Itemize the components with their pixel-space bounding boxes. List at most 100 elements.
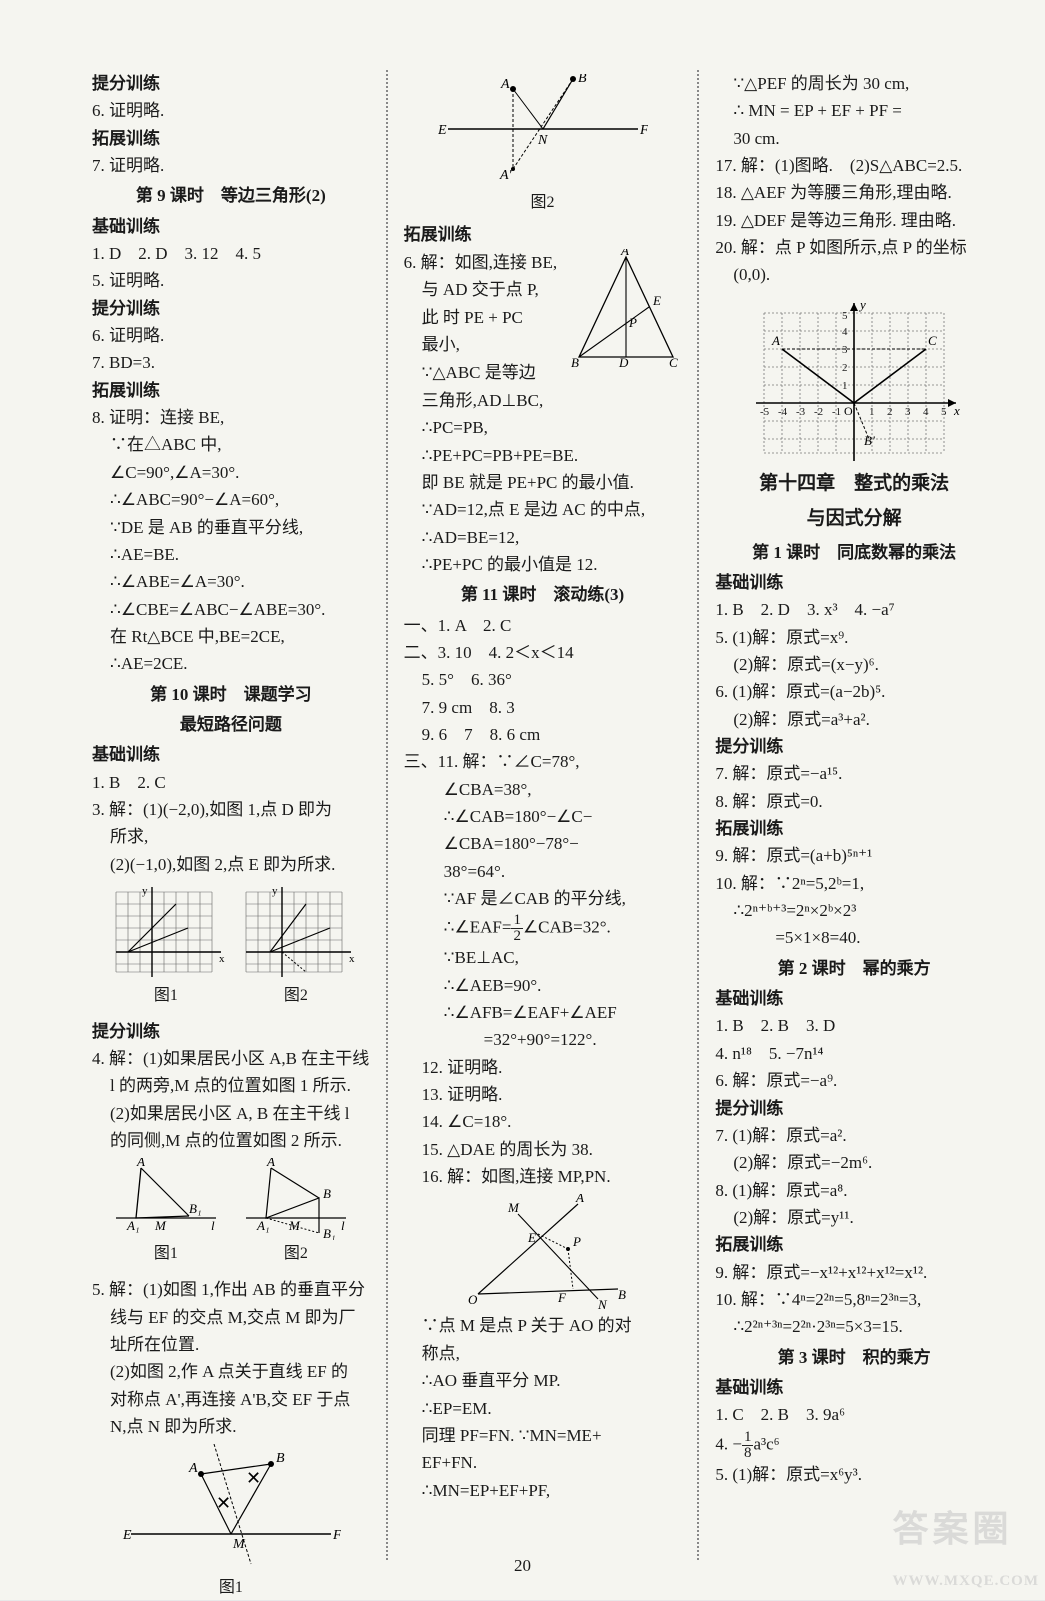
svg-text:A: A — [771, 333, 780, 348]
subhead: 基础训练 — [715, 570, 993, 596]
text-line: ∵AD=12,点 E 是边 AC 的中点, — [404, 497, 682, 523]
text-line: 13. 证明略. — [404, 1082, 682, 1108]
text-line: 称点, — [404, 1341, 682, 1367]
svg-text:l: l — [211, 1218, 215, 1233]
text-line: (2)(−1,0),如图 2,点 E 即为所求. — [92, 852, 370, 878]
text-line: 6. (1)解：原式=(a−2b)⁵. — [715, 679, 993, 705]
text-line: ∴ MN = EP + EF + PF = — [715, 98, 993, 124]
text-line: (2)如图 2,作 A 点关于直线 EF 的 — [92, 1359, 370, 1385]
grid-svg: xy — [106, 882, 226, 982]
text-line: ∴∠ABC=90°−∠A=60°, — [92, 487, 370, 513]
text-line: ∴∠EAF=12∠CAB=32°. — [404, 913, 682, 944]
text-line: (2)解：原式=a³+a². — [715, 707, 993, 733]
text-line: 17. 解：(1)图略. (2)S△ABC=2.5. — [715, 153, 993, 179]
svg-text:4: 4 — [842, 326, 848, 338]
text-line: ∴AE=BE. — [92, 542, 370, 568]
svg-text:-4: -4 — [778, 406, 788, 418]
text-line: 14. ∠C=18°. — [404, 1109, 682, 1135]
svg-text:x: x — [349, 953, 355, 965]
watermark-text: 答案圈 — [893, 1509, 1013, 1549]
text-line: 12. 证明略. — [404, 1055, 682, 1081]
fraction: 18 — [742, 1430, 754, 1461]
chapter-title: 与因式分解 — [715, 504, 993, 533]
svg-text:x: x — [953, 403, 960, 418]
figure-grids: xy 图1 xy — [92, 882, 370, 1015]
figure-label: 图1 — [111, 1242, 221, 1267]
text-line: 4. −18a³c⁶ — [715, 1430, 993, 1461]
svg-text:3: 3 — [905, 406, 911, 418]
text-line: ∴∠ABE=∠A=30°. — [92, 569, 370, 595]
text-line: 1. B 2. B 3. D — [715, 1013, 993, 1039]
text-line: 9. 解：原式=(a+b)⁵ⁿ⁺¹ — [715, 843, 993, 869]
text-line: (2)解：原式=y¹¹. — [715, 1205, 993, 1231]
text-line: ∴2ⁿ⁺ᵇ⁺³=2ⁿ×2ᵇ×2³ — [715, 898, 993, 924]
svg-text:A: A — [500, 77, 510, 92]
text-line: 1. D 2. D 3. 12 4. 5 — [92, 241, 370, 267]
svg-text:B: B — [276, 1451, 285, 1466]
svg-text:O: O — [468, 1292, 478, 1307]
text-line: =32°+90°=122°. — [404, 1027, 682, 1053]
text-line: 一、1. A 2. C — [404, 613, 682, 639]
text-line: ∴∠AFB=∠EAF+∠AEF — [404, 1000, 682, 1026]
subhead: 提分训练 — [92, 296, 370, 322]
svg-text:x: x — [219, 953, 225, 965]
svg-text:5: 5 — [941, 406, 947, 418]
column-divider — [697, 70, 699, 1560]
column-3: ∵△PEF 的周长为 30 cm, ∴ MN = EP + EF + PF = … — [703, 70, 1005, 1560]
section-title: 第 1 课时 同底数幂的乘法 — [715, 540, 993, 566]
text-line: ∴2²ⁿ⁺³ⁿ=2²ⁿ·2³ⁿ=5×3=15. — [715, 1314, 993, 1340]
svg-text:-1: -1 — [832, 406, 841, 418]
svg-text:1: 1 — [842, 380, 848, 392]
svg-text:M: M — [154, 1218, 167, 1233]
svg-text:y: y — [142, 885, 148, 897]
svg-text:P: P — [572, 1234, 581, 1249]
text-line: 线与 EF 的交点 M,交点 M 即为厂 — [92, 1305, 370, 1331]
svg-text:M: M — [288, 1218, 301, 1233]
subhead: 提分训练 — [715, 734, 993, 760]
svg-text:A: A — [188, 1461, 198, 1476]
text-line: 6. 解：如图,连接 BE, — [404, 250, 566, 276]
text-line: 此 时 PE + PC — [404, 305, 566, 331]
text-line: 1. B 2. C — [92, 770, 370, 796]
text-line: 30 cm. — [715, 126, 993, 152]
subhead: 基础训练 — [715, 986, 993, 1012]
triangle-figure-1: l A B₁ A₁ M 图1 — [111, 1158, 221, 1273]
ef2-svg: E F A B A' N — [438, 74, 648, 189]
svg-text:C: C — [669, 355, 678, 369]
text-line: 最小, — [404, 332, 566, 358]
figure-label: 图1 — [106, 984, 226, 1009]
text-line: 对称点 A',再连接 A'B,交 EF 于点 — [92, 1387, 370, 1413]
svg-text:✕: ✕ — [216, 1493, 231, 1513]
svg-text:N: N — [537, 133, 548, 148]
text-line: 6. 证明略. — [92, 323, 370, 349]
subhead: 拓展训练 — [715, 816, 993, 842]
text-line: ∴PC=PB, — [404, 415, 682, 441]
fraction: 12 — [511, 913, 523, 944]
subhead: 拓展训练 — [404, 222, 682, 248]
text-line: 18. △AEF 为等腰三角形,理由略. — [715, 180, 993, 206]
subhead: 拓展训练 — [92, 126, 370, 152]
text-line: 16. 解：如图,连接 MP,PN. — [404, 1164, 682, 1190]
svg-text:4: 4 — [923, 406, 929, 418]
text-line: ∠C=90°,∠A=30°. — [92, 460, 370, 486]
svg-text:-5: -5 — [760, 406, 770, 418]
svg-text:E: E — [652, 293, 661, 308]
text-line: ∴EP=EM. — [404, 1396, 682, 1422]
coord-svg: x y O -5-4-3-2-1 12345 12345 A C B' — [744, 293, 964, 463]
section-title: 第 10 课时 课题学习 — [92, 682, 370, 708]
text-line: ∠CBA=38°, — [404, 777, 682, 803]
section-title: 第 9 课时 等边三角形(2) — [92, 183, 370, 209]
triangle-figure-2: l A B A₁ M B₁ 图2 — [241, 1158, 351, 1273]
text-line: (2)解：原式=−2m⁶. — [715, 1150, 993, 1176]
svg-text:B': B' — [864, 433, 875, 448]
section-title: 第 2 课时 幂的乘方 — [715, 956, 993, 982]
figure-ef: E F A B M ✕ ✕ 图1 — [92, 1444, 370, 1601]
text-line: ∴MN=EP+EF+PF, — [404, 1478, 682, 1504]
text-line: 7. 证明略. — [92, 153, 370, 179]
text-fragment: a³c⁶ — [753, 1434, 779, 1453]
svg-text:B₁: B₁ — [323, 1226, 335, 1240]
svg-text:2: 2 — [842, 362, 848, 374]
watermark-url: WWW.MXQE.COM — [893, 1573, 1039, 1589]
subhead: 拓展训练 — [92, 378, 370, 404]
text-line: 4. 解：(1)如果居民小区 A,B 在主干线 — [92, 1046, 370, 1072]
